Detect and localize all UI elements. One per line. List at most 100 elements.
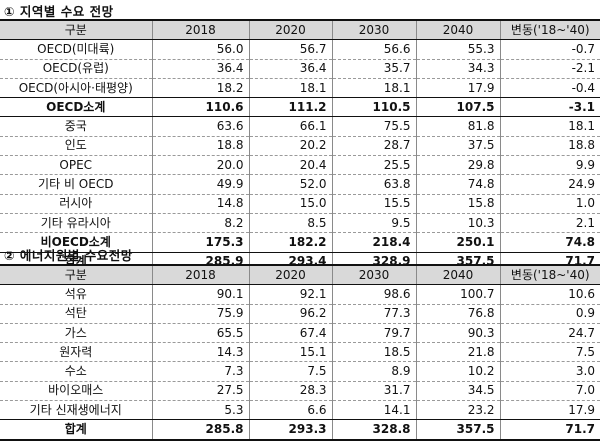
table-row: 바이오매스 27.5 28.3 31.7 34.5 7.0 [0,381,600,402]
value-2018: 8.2 [151,213,249,234]
value-change: 1.0 [499,194,600,214]
value-2040: 107.5 [415,97,500,118]
table-row: 기타 유라시아 8.2 8.5 9.5 10.3 2.1 [0,213,600,234]
value-2020: 18.1 [248,78,332,99]
value-2040: 10.2 [415,361,500,382]
row-label: 중국 [0,116,152,137]
value-2018: 56.0 [151,39,249,60]
value-2020: 15.0 [248,194,332,214]
value-2040: 357.5 [415,419,500,441]
table-row: 석탄 75.9 96.2 77.3 76.8 0.9 [0,304,600,324]
value-2030: 75.5 [331,116,416,137]
header-2030: 2030 [331,264,416,286]
value-2018: 110.6 [151,97,249,118]
header-2040: 2040 [415,19,500,41]
header-category: 구분 [0,19,152,41]
value-2030: 18.1 [331,78,416,99]
table-header-row: 구분 2018 2020 2030 2040 변동('18~'40) [0,19,600,41]
table-row: 기타 비 OECD 49.9 52.0 63.8 74.8 24.9 [0,174,600,195]
value-2020: 20.2 [248,136,332,157]
table-row: OECD소계 110.6 111.2 110.5 107.5 -3.1 [0,97,600,118]
value-2040: 100.7 [415,284,500,305]
table-row: OPEC 20.0 20.4 25.5 29.8 9.9 [0,155,600,176]
value-2030: 218.4 [331,232,416,253]
table-row: 가스 65.5 67.4 79.7 90.3 24.7 [0,323,600,344]
value-2020: 8.5 [248,213,332,234]
row-label: OECD(미대륙) [0,39,152,60]
value-2020: 6.6 [248,400,332,421]
value-2040: 34.3 [415,59,500,79]
value-2030: 35.7 [331,59,416,79]
table-row: 수소 7.3 7.5 8.9 10.2 3.0 [0,361,600,382]
value-2030: 15.5 [331,194,416,214]
header-2020: 2020 [248,264,332,286]
value-2040: 34.5 [415,381,500,402]
value-2020: 7.5 [248,361,332,382]
header-2018: 2018 [151,264,249,286]
value-2040: 90.3 [415,323,500,344]
table-row: 인도 18.8 20.2 28.7 37.5 18.8 [0,136,600,157]
table-row: OECD(미대륙) 56.0 56.7 56.6 55.3 -0.7 [0,39,600,60]
value-change: 18.8 [499,136,600,157]
value-2020: 111.2 [248,97,332,118]
value-change: 71.7 [499,419,600,441]
row-label: OECD(유럽) [0,59,152,79]
value-2020: 96.2 [248,304,332,324]
table-row: 합계 285.8 293.3 328.8 357.5 71.7 [0,419,600,441]
row-label: 바이오매스 [0,381,152,402]
table-row: 석유 90.1 92.1 98.6 100.7 10.6 [0,284,600,305]
table-row: 원자력 14.3 15.1 18.5 21.8 7.5 [0,342,600,363]
table-row: 중국 63.6 66.1 75.5 81.8 18.1 [0,116,600,137]
value-2020: 52.0 [248,174,332,195]
row-label: OECD(아시아·태평양) [0,78,152,99]
value-change: 7.5 [499,342,600,363]
value-2018: 90.1 [151,284,249,305]
value-2020: 28.3 [248,381,332,402]
value-2018: 285.8 [151,419,249,441]
row-label: 비OECD소계 [0,232,152,253]
table-row: 비OECD소계 175.3 182.2 218.4 250.1 74.8 [0,232,600,253]
value-2030: 328.8 [331,419,416,441]
value-2018: 14.3 [151,342,249,363]
value-2018: 5.3 [151,400,249,421]
row-label: 기타 비 OECD [0,174,152,195]
value-2020: 20.4 [248,155,332,176]
value-change: 2.1 [499,213,600,234]
value-change: -2.1 [499,59,600,79]
value-2040: 37.5 [415,136,500,157]
value-2018: 49.9 [151,174,249,195]
value-2040: 55.3 [415,39,500,60]
value-2030: 110.5 [331,97,416,118]
value-change: 10.6 [499,284,600,305]
value-2040: 15.8 [415,194,500,214]
value-change: 18.1 [499,116,600,137]
value-2020: 36.4 [248,59,332,79]
header-change: 변동('18~'40) [499,264,600,286]
row-label: 가스 [0,323,152,344]
table-header-row: 구분 2018 2020 2030 2040 변동('18~'40) [0,264,600,286]
value-2018: 36.4 [151,59,249,79]
value-2018: 18.2 [151,78,249,99]
row-label: 러시아 [0,194,152,214]
header-change: 변동('18~'40) [499,19,600,41]
value-2040: 76.8 [415,304,500,324]
table-row: 기타 신재생에너지 5.3 6.6 14.1 23.2 17.9 [0,400,600,421]
row-label: 합계 [0,419,152,441]
value-change: 17.9 [499,400,600,421]
value-2030: 25.5 [331,155,416,176]
value-2030: 63.8 [331,174,416,195]
value-2020: 66.1 [248,116,332,137]
value-2020: 92.1 [248,284,332,305]
value-change: 74.8 [499,232,600,253]
value-2020: 56.7 [248,39,332,60]
header-2020: 2020 [248,19,332,41]
value-change: 3.0 [499,361,600,382]
value-2040: 23.2 [415,400,500,421]
value-2020: 293.3 [248,419,332,441]
value-2040: 21.8 [415,342,500,363]
value-2030: 31.7 [331,381,416,402]
value-2040: 250.1 [415,232,500,253]
value-2018: 14.8 [151,194,249,214]
value-2040: 74.8 [415,174,500,195]
value-2018: 7.3 [151,361,249,382]
